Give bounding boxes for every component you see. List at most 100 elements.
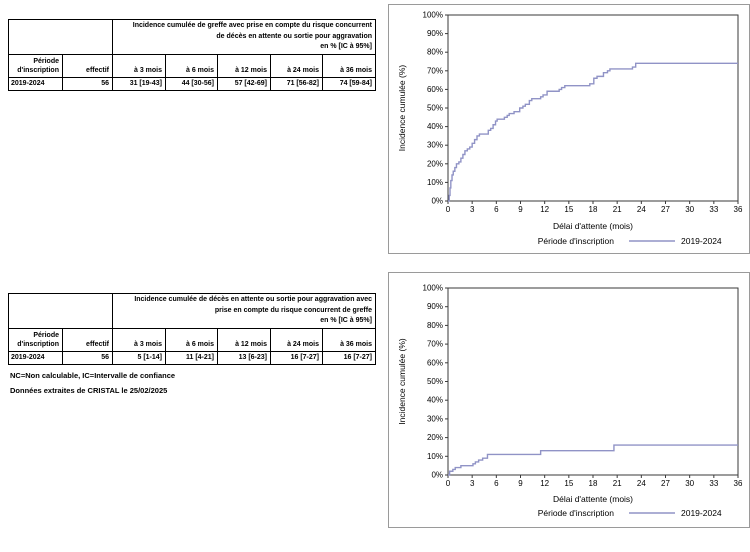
col-header-effectif: effectif <box>62 327 113 352</box>
x-tick-label: 9 <box>518 479 523 488</box>
y-tick-label: 40% <box>427 396 443 405</box>
col-header-12mois: à 12 mois <box>217 53 271 78</box>
cell-36mois: 16 [7-27] <box>322 350 376 365</box>
greffe-incidence-chart: 0 3 6 9 12 15 18 21 24 27 30 33 36 0% 10% 20% 30% 40% 50% 6… <box>388 4 750 254</box>
cell-24mois: 16 [7-27] <box>270 350 323 365</box>
y-tick-label: 0% <box>431 471 443 480</box>
cell-6mois: 11 [4-21] <box>165 350 218 365</box>
col-header-36mois: à 36 mois <box>322 327 376 352</box>
x-tick-label: 36 <box>734 205 743 214</box>
x-tick-label: 33 <box>709 479 718 488</box>
deces-incidence-chart-svg: 0 3 6 9 12 15 18 21 24 27 30 33 360%10%20%30%40%50%6… <box>397 284 743 519</box>
x-tick-label: 24 <box>637 479 646 488</box>
y-tick-label: 70% <box>427 340 443 349</box>
y-tick-label: 10% <box>427 452 443 461</box>
col-header-6mois: à 6 mois <box>165 327 218 352</box>
table-row: 2019-2024 56 31 [19-43] 44 [30-56] 57 [4… <box>8 76 376 91</box>
table-corner-blank <box>8 293 113 329</box>
legend-series-label: 2019-2024 <box>681 236 722 246</box>
step-curve-2019-2024 <box>448 62 738 202</box>
x-tick-label: 12 <box>540 479 549 488</box>
x-tick-label: 15 <box>564 205 573 214</box>
cell-periode: 2019-2024 <box>8 76 63 91</box>
cell-24mois: 71 [56-82] <box>270 76 323 91</box>
x-tick-label: 18 <box>589 205 598 214</box>
table-corner-blank <box>8 19 113 55</box>
cell-12mois: 57 [42-69] <box>217 76 271 91</box>
cell-3mois: 5 [1-14] <box>112 350 166 365</box>
legend-title: Période d'inscription <box>538 508 615 518</box>
cell-3mois: 31 [19-43] <box>112 76 166 91</box>
table-span-header: Incidence cumulée de greffe avec prise e… <box>112 19 376 55</box>
x-tick-label: 27 <box>661 205 670 214</box>
y-tick-label: 50% <box>427 377 443 386</box>
col-header-3mois: à 3 mois <box>112 327 166 352</box>
greffe-incidence-chart-svg: 0 3 6 9 12 15 18 21 24 27 30 33 360%10%20%30%40%50%6… <box>397 11 743 247</box>
col-header-36mois: à 36 mois <box>322 53 376 78</box>
y-tick-label: 90% <box>427 29 443 38</box>
y-tick-label: 20% <box>427 433 443 442</box>
cell-12mois: 13 [6-23] <box>217 350 271 365</box>
x-axis-title: Délai d'attente (mois) <box>553 221 633 231</box>
col-header-6mois: à 6 mois <box>165 53 218 78</box>
x-tick-label: 24 <box>637 205 646 214</box>
cell-6mois: 44 [30-56] <box>165 76 218 91</box>
col-header-periode: Période d'inscription <box>8 327 63 352</box>
x-tick-label: 30 <box>685 205 694 214</box>
plot-frame <box>447 14 739 202</box>
deces-incidence-chart: 0 3 6 9 12 15 18 21 24 27 30 33 36 0% 10% 20% 30% 40% 50% 6… <box>388 272 750 528</box>
table-span-header: Incidence cumulée de décès en attente ou… <box>112 293 376 329</box>
x-tick-label: 6 <box>494 479 499 488</box>
x-tick-label: 21 <box>613 479 622 488</box>
col-header-periode: Période d'inscription <box>8 53 63 78</box>
y-tick-label: 80% <box>427 321 443 330</box>
x-tick-label: 27 <box>661 479 670 488</box>
y-tick-label: 100% <box>423 11 443 20</box>
x-tick-label: 0 <box>446 479 451 488</box>
y-tick-label: 80% <box>427 48 443 57</box>
x-tick-label: 9 <box>518 205 523 214</box>
x-tick-label: 6 <box>494 205 499 214</box>
y-axis-title: Incidence cumulée (%) <box>397 338 407 425</box>
x-tick-label: 33 <box>709 205 718 214</box>
abbreviations-note: NC=Non calculable, IC=Intervalle de conf… <box>10 371 176 380</box>
x-tick-label: 12 <box>540 205 549 214</box>
y-tick-label: 90% <box>427 302 443 311</box>
y-tick-label: 10% <box>427 178 443 187</box>
x-axis-title: Délai d'attente (mois) <box>553 494 633 504</box>
col-header-24mois: à 24 mois <box>270 327 323 352</box>
legend-title: Période d'inscription <box>538 236 615 246</box>
y-tick-label: 60% <box>427 358 443 367</box>
y-axis-title: Incidence cumulée (%) <box>397 65 407 152</box>
y-tick-label: 0% <box>431 197 443 206</box>
y-tick-label: 30% <box>427 414 443 423</box>
x-tick-label: 0 <box>446 205 451 214</box>
y-tick-label: 20% <box>427 159 443 168</box>
x-tick-label: 21 <box>613 205 622 214</box>
cell-36mois: 74 [59-84] <box>322 76 376 91</box>
y-tick-label: 40% <box>427 122 443 131</box>
y-tick-label: 70% <box>427 66 443 75</box>
cell-effectif: 56 <box>62 76 113 91</box>
col-header-effectif: effectif <box>62 53 113 78</box>
y-tick-label: 50% <box>427 104 443 113</box>
x-tick-label: 30 <box>685 479 694 488</box>
data-extraction-note: Données extraites de CRISTAL le 25/02/20… <box>10 386 168 395</box>
x-tick-label: 3 <box>470 479 475 488</box>
cell-periode: 2019-2024 <box>8 350 63 365</box>
col-header-24mois: à 24 mois <box>270 53 323 78</box>
incidence-greffe-table: Incidence cumulée de greffe avec prise e… <box>8 19 376 91</box>
col-header-12mois: à 12 mois <box>217 327 271 352</box>
plot-frame <box>447 287 739 476</box>
col-header-3mois: à 3 mois <box>112 53 166 78</box>
incidence-deces-table: Incidence cumulée de décès en attente ou… <box>8 293 376 365</box>
legend-series-label: 2019-2024 <box>681 508 722 518</box>
y-tick-label: 60% <box>427 85 443 94</box>
x-tick-label: 15 <box>564 479 573 488</box>
step-curve-2019-2024 <box>448 444 738 476</box>
x-tick-label: 3 <box>470 205 475 214</box>
table-row: 2019-2024 56 5 [1-14] 11 [4-21] 13 [6-23… <box>8 350 376 365</box>
cell-effectif: 56 <box>62 350 113 365</box>
x-tick-label: 18 <box>589 479 598 488</box>
